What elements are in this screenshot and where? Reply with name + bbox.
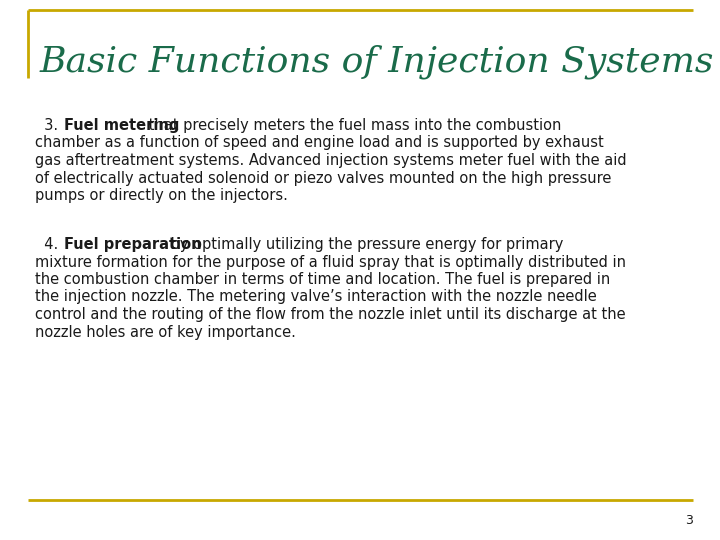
Text: gas aftertreatment systems. Advanced injection systems meter fuel with the aid: gas aftertreatment systems. Advanced inj…	[35, 153, 626, 168]
Text: Fuel metering: Fuel metering	[64, 118, 179, 133]
Text: Basic Functions of Injection Systems: Basic Functions of Injection Systems	[40, 45, 714, 79]
Text: the combustion chamber in terms of time and location. The fuel is prepared in: the combustion chamber in terms of time …	[35, 272, 611, 287]
Text: control and the routing of the flow from the nozzle inlet until its discharge at: control and the routing of the flow from…	[35, 307, 626, 322]
Text: 3.: 3.	[35, 118, 63, 133]
Text: pumps or directly on the injectors.: pumps or directly on the injectors.	[35, 188, 288, 203]
Text: nozzle holes are of key importance.: nozzle holes are of key importance.	[35, 325, 296, 340]
Text: chamber as a function of speed and engine load and is supported by exhaust: chamber as a function of speed and engin…	[35, 136, 604, 151]
Text: that precisely meters the fuel mass into the combustion: that precisely meters the fuel mass into…	[144, 118, 562, 133]
Text: 4.: 4.	[35, 237, 63, 252]
Text: Fuel preparation: Fuel preparation	[64, 237, 202, 252]
Text: by optimally utilizing the pressure energy for primary: by optimally utilizing the pressure ener…	[166, 237, 563, 252]
Text: mixture formation for the purpose of a fluid spray that is optimally distributed: mixture formation for the purpose of a f…	[35, 254, 626, 269]
Text: 3: 3	[685, 514, 693, 526]
Text: the injection nozzle. The metering valve’s interaction with the nozzle needle: the injection nozzle. The metering valve…	[35, 289, 597, 305]
Text: of electrically actuated solenoid or piezo valves mounted on the high pressure: of electrically actuated solenoid or pie…	[35, 171, 611, 186]
